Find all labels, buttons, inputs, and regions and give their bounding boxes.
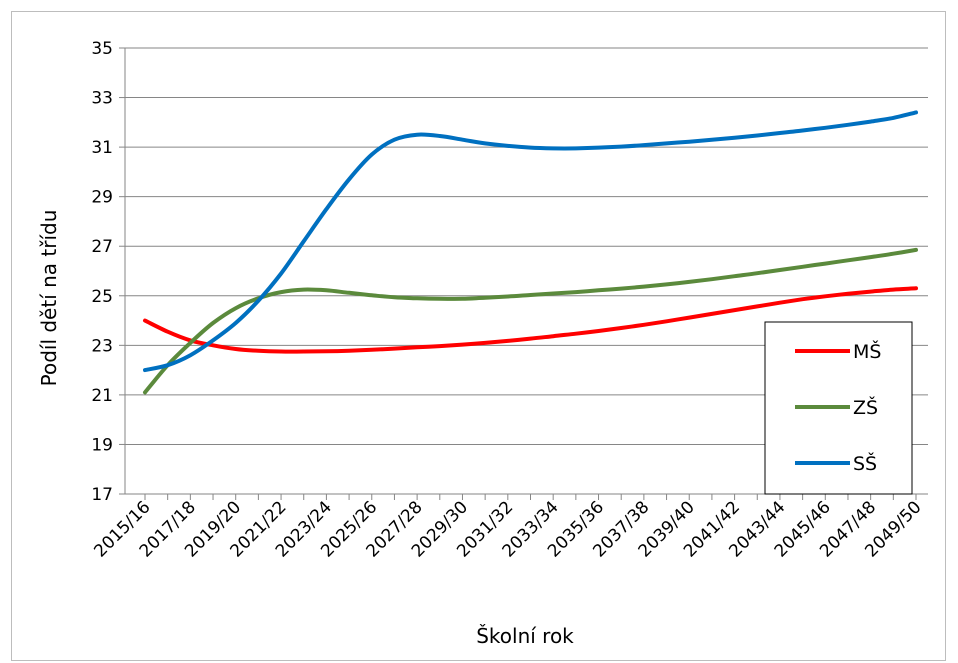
series-line-1 [143,286,918,354]
series-line-3 [143,110,918,373]
y-axis-tick-labels: 17 19 21 23 25 27 29 31 33 35 [91,39,125,505]
y-tick-label: 17 [91,485,113,505]
legend-label-2: ZŠ [853,395,878,419]
y-tick-label: 23 [91,336,113,356]
series-lines [143,110,918,395]
y-axis-title: Podíl dětí na třídu [37,210,61,387]
y-tick-label: 35 [91,39,113,59]
legend-label-3: SŠ [853,451,877,475]
y-tick-label: 29 [91,188,113,208]
legend-label-1: MŠ [853,339,881,363]
x-axis-tick-labels: 2015/162017/182019/202021/222023/242025/… [90,494,926,561]
y-tick-label: 33 [91,89,113,109]
x-axis-title: Školní rok [476,624,574,648]
y-tick-label: 25 [91,287,113,307]
y-tick-label: 19 [91,435,113,455]
y-tick-label: 31 [91,138,113,158]
legend: MŠ ZŠ SŠ [764,321,913,495]
y-tick-label: 21 [91,386,113,406]
y-tick-label: 27 [91,237,113,257]
series-line-2 [143,247,918,395]
